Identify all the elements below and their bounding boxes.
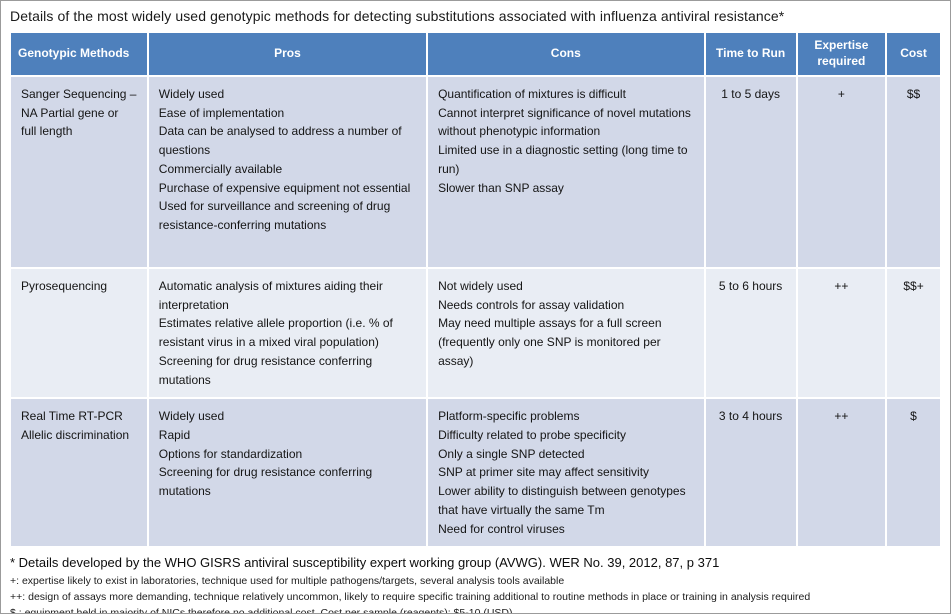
footnotes: * Details developed by the WHO GISRS ant… bbox=[9, 548, 942, 614]
cost-cell: $$+ bbox=[885, 266, 942, 400]
cost-cell: $ bbox=[885, 397, 942, 549]
footnote-expertise-plus: +: expertise likely to exist in laborato… bbox=[10, 575, 565, 588]
column-header-genotypic-methods: Genotypic Methods bbox=[9, 31, 149, 77]
methods-table: Genotypic Methods Pros Cons Time to Run … bbox=[9, 31, 942, 549]
table-body: Sanger Sequencing – NA Partial gene or f… bbox=[9, 75, 942, 549]
table-header: Genotypic Methods Pros Cons Time to Run … bbox=[9, 31, 942, 77]
table-row-real-time-rt-pcr: Real Time RT-PCR Allelic discrimination … bbox=[9, 397, 942, 549]
table-row-pyrosequencing: Pyrosequencing Automatic analysis of mix… bbox=[9, 266, 942, 400]
column-header-time-to-run: Time to Run bbox=[703, 31, 798, 77]
footnote-source: * Details developed by the WHO GISRS ant… bbox=[10, 555, 720, 571]
time-to-run-cell: 1 to 5 days bbox=[703, 75, 798, 269]
cons-cell: Not widely used Needs controls for assay… bbox=[426, 266, 706, 400]
column-header-expertise-required: Expertise required bbox=[795, 31, 888, 77]
pros-cell: Widely used Rapid Options for standardiz… bbox=[146, 397, 429, 549]
pros-cell: Automatic analysis of mixtures aiding th… bbox=[146, 266, 429, 400]
column-header-cons: Cons bbox=[426, 31, 706, 77]
document-title: Details of the most widely used genotypi… bbox=[10, 8, 785, 24]
footnote-cost-single-dollar: $ : equipment held in majority of NICs t… bbox=[10, 606, 513, 614]
expertise-cell: ++ bbox=[795, 266, 888, 400]
method-cell: Pyrosequencing bbox=[9, 266, 149, 400]
method-cell: Real Time RT-PCR Allelic discrimination bbox=[9, 397, 149, 549]
header-row: Genotypic Methods Pros Cons Time to Run … bbox=[9, 31, 942, 77]
time-to-run-cell: 3 to 4 hours bbox=[703, 397, 798, 549]
time-to-run-cell: 5 to 6 hours bbox=[703, 266, 798, 400]
cons-cell: Quantification of mixtures is difficult … bbox=[426, 75, 706, 269]
cons-cell: Platform-specific problems Difficulty re… bbox=[426, 397, 706, 549]
column-header-cost: Cost bbox=[885, 31, 942, 77]
pros-cell: Widely used Ease of implementation Data … bbox=[146, 75, 429, 269]
expertise-cell: + bbox=[795, 75, 888, 269]
expertise-cell: ++ bbox=[795, 397, 888, 549]
column-header-pros: Pros bbox=[146, 31, 429, 77]
table-row-sanger-sequencing: Sanger Sequencing – NA Partial gene or f… bbox=[9, 75, 942, 269]
method-cell: Sanger Sequencing – NA Partial gene or f… bbox=[9, 75, 149, 269]
footnote-expertise-plus-plus: ++: design of assays more demanding, tec… bbox=[10, 591, 811, 604]
cost-cell: $$ bbox=[885, 75, 942, 269]
